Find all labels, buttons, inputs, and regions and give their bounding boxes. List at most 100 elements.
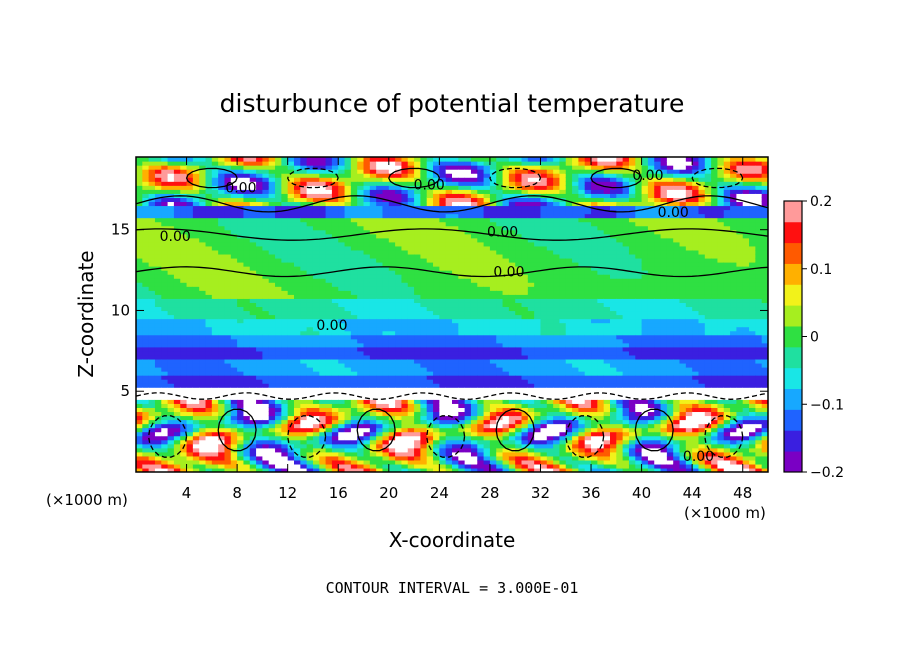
heatmap-cell — [192, 419, 200, 425]
heatmap-cell — [154, 350, 162, 356]
heatmap-cell — [306, 407, 314, 413]
heatmap-cell — [420, 185, 428, 190]
heatmap-cell — [154, 391, 162, 396]
heatmap-cell — [414, 411, 421, 417]
heatmap-cell — [357, 399, 365, 404]
heatmap-cell — [192, 282, 200, 287]
heatmap-cell — [224, 286, 232, 291]
heatmap-cell — [325, 463, 333, 469]
heatmap-cell — [262, 282, 270, 287]
heatmap-cell — [489, 165, 497, 170]
heatmap-cell — [363, 197, 371, 203]
heatmap-cell — [388, 322, 396, 328]
heatmap-cell — [148, 334, 156, 340]
heatmap-cell — [445, 169, 453, 174]
heatmap-cell — [521, 302, 529, 308]
heatmap-cell — [262, 262, 270, 267]
heatmap-cell — [281, 229, 289, 235]
heatmap-cell — [401, 326, 409, 332]
heatmap-cell — [268, 443, 276, 449]
heatmap-cell — [331, 286, 339, 291]
heatmap-cell — [136, 334, 143, 340]
heatmap-cell — [173, 447, 181, 453]
heatmap-cell — [154, 165, 162, 170]
heatmap-cell — [407, 447, 415, 453]
heatmap-cell — [357, 362, 365, 368]
heatmap-cell — [395, 322, 403, 328]
heatmap-cell — [142, 423, 150, 429]
heatmap-cell — [470, 298, 478, 303]
heatmap-cell — [458, 367, 466, 372]
heatmap-cell — [275, 217, 282, 223]
heatmap-cell — [470, 358, 478, 364]
heatmap-cell — [445, 318, 453, 324]
heatmap-cell — [300, 330, 308, 336]
heatmap-cell — [470, 403, 478, 408]
heatmap-cell — [338, 383, 346, 388]
heatmap-cell — [281, 403, 289, 408]
heatmap-cell — [502, 322, 510, 328]
heatmap-cell — [275, 157, 282, 162]
heatmap-cell — [237, 342, 245, 348]
heatmap-cell — [515, 342, 523, 348]
heatmap-cell — [420, 294, 428, 299]
heatmap-cell — [287, 241, 295, 247]
heatmap-cell — [496, 467, 504, 472]
heatmap-cell — [395, 443, 403, 449]
heatmap-cell — [275, 338, 282, 344]
heatmap-cell — [243, 371, 251, 376]
heatmap-cell — [256, 217, 263, 223]
heatmap-cell — [237, 157, 245, 162]
heatmap-cell — [496, 310, 504, 316]
heatmap-cell — [306, 213, 314, 219]
heatmap-cell — [470, 399, 478, 404]
heatmap-cell — [249, 237, 257, 243]
heatmap-cell — [357, 221, 365, 227]
heatmap-cell — [325, 245, 333, 251]
heatmap-cell — [180, 253, 188, 259]
heatmap-cell — [249, 338, 257, 344]
heatmap-cell — [154, 318, 162, 324]
heatmap-cell — [407, 375, 415, 380]
heatmap-cell — [294, 427, 301, 433]
heatmap-cell — [508, 395, 516, 400]
heatmap-cell — [344, 423, 352, 429]
heatmap-cell — [489, 375, 497, 380]
heatmap-cell — [173, 330, 181, 336]
heatmap-cell — [331, 431, 339, 437]
heatmap-cell — [148, 233, 156, 239]
heatmap-cell — [458, 407, 466, 413]
heatmap-cell — [414, 358, 421, 364]
heatmap-cell — [211, 193, 219, 198]
heatmap-cell — [224, 225, 232, 231]
heatmap-cell — [489, 455, 497, 461]
heatmap-cell — [287, 217, 295, 223]
heatmap-cell — [287, 419, 295, 425]
heatmap-cell — [218, 326, 226, 332]
heatmap-cell — [319, 294, 327, 299]
heatmap-cell — [211, 205, 219, 211]
heatmap-cell — [148, 161, 156, 166]
heatmap-cell — [243, 435, 251, 441]
heatmap-cell — [458, 286, 466, 291]
heatmap-cell — [464, 302, 472, 308]
heatmap-cell — [319, 379, 327, 384]
heatmap-cell — [414, 395, 421, 400]
heatmap-cell — [357, 342, 365, 348]
heatmap-cell — [237, 463, 245, 469]
heatmap-cell — [243, 399, 251, 404]
heatmap-cell — [357, 157, 365, 162]
heatmap-cell — [256, 354, 263, 360]
heatmap-cell — [268, 459, 276, 465]
heatmap-cell — [388, 463, 396, 469]
heatmap-cell — [508, 306, 516, 312]
heatmap-cell — [275, 249, 282, 255]
heatmap-cell — [300, 399, 308, 404]
heatmap-cell — [148, 274, 156, 279]
heatmap-cell — [249, 185, 257, 190]
heatmap-cell — [325, 201, 333, 207]
heatmap-cell — [294, 245, 301, 251]
heatmap-cell — [521, 358, 529, 364]
heatmap-cell — [249, 221, 257, 227]
heatmap-cell — [237, 302, 245, 308]
